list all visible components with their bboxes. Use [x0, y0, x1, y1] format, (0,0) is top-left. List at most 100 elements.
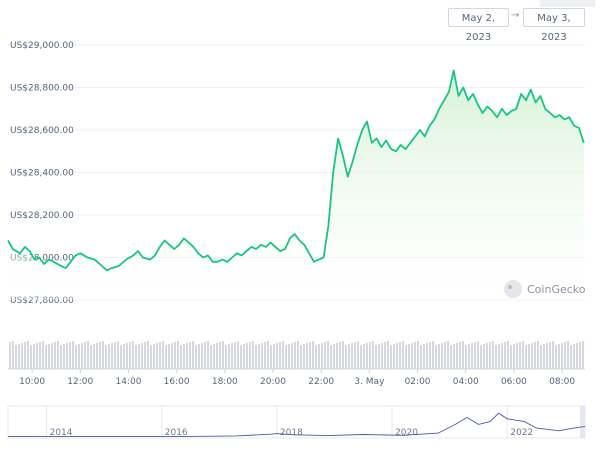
volume-bar [174, 342, 176, 369]
volume-bar [165, 345, 167, 369]
navigator-year-label: 2020 [395, 428, 418, 438]
volume-bar [51, 343, 53, 369]
x-tick-label: 02:00 [405, 377, 431, 387]
volume-bar [351, 343, 353, 369]
volume-bar [192, 341, 194, 369]
volume-bar [267, 341, 269, 369]
volume-bar [108, 344, 110, 369]
volume-bar [363, 344, 365, 369]
volume-bar [294, 342, 296, 369]
volume-bar [570, 345, 572, 369]
volume-bar [66, 343, 68, 369]
price-area [8, 70, 584, 300]
volume-bar [279, 342, 281, 369]
volume-bar [306, 343, 308, 369]
x-tick-label: 04:00 [453, 377, 479, 387]
y-tick-label: US$28,600.00 [10, 126, 74, 136]
volume-bar [255, 345, 257, 369]
volume-bar [219, 342, 221, 369]
volume-bar [162, 341, 164, 369]
volume-bar [336, 343, 338, 369]
volume-bar [402, 341, 404, 369]
volume-bar [198, 344, 200, 369]
volume-bar [504, 342, 506, 369]
y-axis-labels: US$29,000.00 US$28,800.00 US$28,600.00 US$2… [10, 41, 74, 306]
volume-bar [138, 344, 140, 369]
volume-bar [24, 342, 26, 369]
volume-bar [480, 345, 482, 369]
volume-bar [84, 342, 86, 369]
volume-bar [534, 342, 536, 369]
volume-bar [297, 341, 299, 369]
volume-bar [33, 344, 35, 369]
volume-bar [213, 344, 215, 369]
volume-bar [324, 342, 326, 369]
coingecko-watermark-label: CoinGecko [527, 283, 586, 296]
volume-bar [252, 341, 254, 369]
volume-bar [261, 343, 263, 369]
navigator-year-label: 2014 [50, 428, 73, 438]
volume-bar [75, 345, 77, 369]
volume-bar [90, 345, 92, 369]
volume-bar [531, 343, 533, 369]
x-tick-label: 06:00 [501, 377, 527, 387]
volume-bar [315, 345, 317, 369]
volume-bar [18, 344, 20, 369]
volume-bar [486, 343, 488, 369]
volume-bar [234, 342, 236, 369]
volume-bar [144, 342, 146, 369]
volume-bar [357, 341, 359, 369]
date-to-input[interactable]: May 3, 2023 [523, 8, 585, 43]
volume-bar [342, 341, 344, 369]
volume-bar [375, 345, 377, 369]
volume-bar [204, 342, 206, 369]
volume-bar [141, 343, 143, 369]
volume-bar [114, 342, 116, 369]
volume-bar [63, 344, 65, 369]
volume-bar [381, 343, 383, 369]
volume-bar [258, 344, 260, 369]
volume-bar [243, 344, 245, 369]
volume-bar [390, 345, 392, 369]
volume-bar [12, 341, 14, 369]
volume-bar [456, 343, 458, 369]
volume-bar [369, 342, 371, 369]
volume-bar [264, 342, 266, 369]
volume-bar [207, 341, 209, 369]
volume-bar [225, 345, 227, 369]
volume-bar [270, 345, 272, 369]
navigator-selection-handle[interactable] [580, 406, 585, 438]
volume-bar [330, 345, 332, 369]
volume-bar [564, 342, 566, 369]
volume-bar [60, 345, 62, 369]
price-line[interactable] [7, 69, 585, 272]
date-from-input[interactable]: May 2, 2023 [448, 8, 509, 43]
x-tick-label: 16:00 [164, 377, 190, 387]
volume-bar [426, 343, 428, 369]
volume-bar [417, 341, 419, 369]
volume-bar [123, 344, 125, 369]
x-tick-label: 12:00 [67, 377, 93, 387]
volume-bar [447, 341, 449, 369]
volume-bar [489, 342, 491, 369]
volume-bar [183, 344, 185, 369]
volume-bar [249, 342, 251, 369]
volume-bar [303, 344, 305, 369]
volume-bar [459, 342, 461, 369]
volume-bar [345, 345, 347, 369]
volume-bar [348, 344, 350, 369]
volume-bar [168, 344, 170, 369]
navigator-year-label: 2016 [165, 428, 188, 438]
volume-bar [522, 341, 524, 369]
y-tick-label: US$28,200.00 [10, 211, 74, 221]
volume-bar [171, 343, 173, 369]
x-tick-label: 22:00 [308, 377, 334, 387]
volume-bar [465, 345, 467, 369]
volume-bar [126, 343, 128, 369]
volume-bar [549, 342, 551, 369]
volume-bar [327, 341, 329, 369]
volume-bar [561, 343, 563, 369]
y-tick-label: US$28,000.00 [10, 254, 74, 264]
volume-bar [129, 342, 131, 369]
